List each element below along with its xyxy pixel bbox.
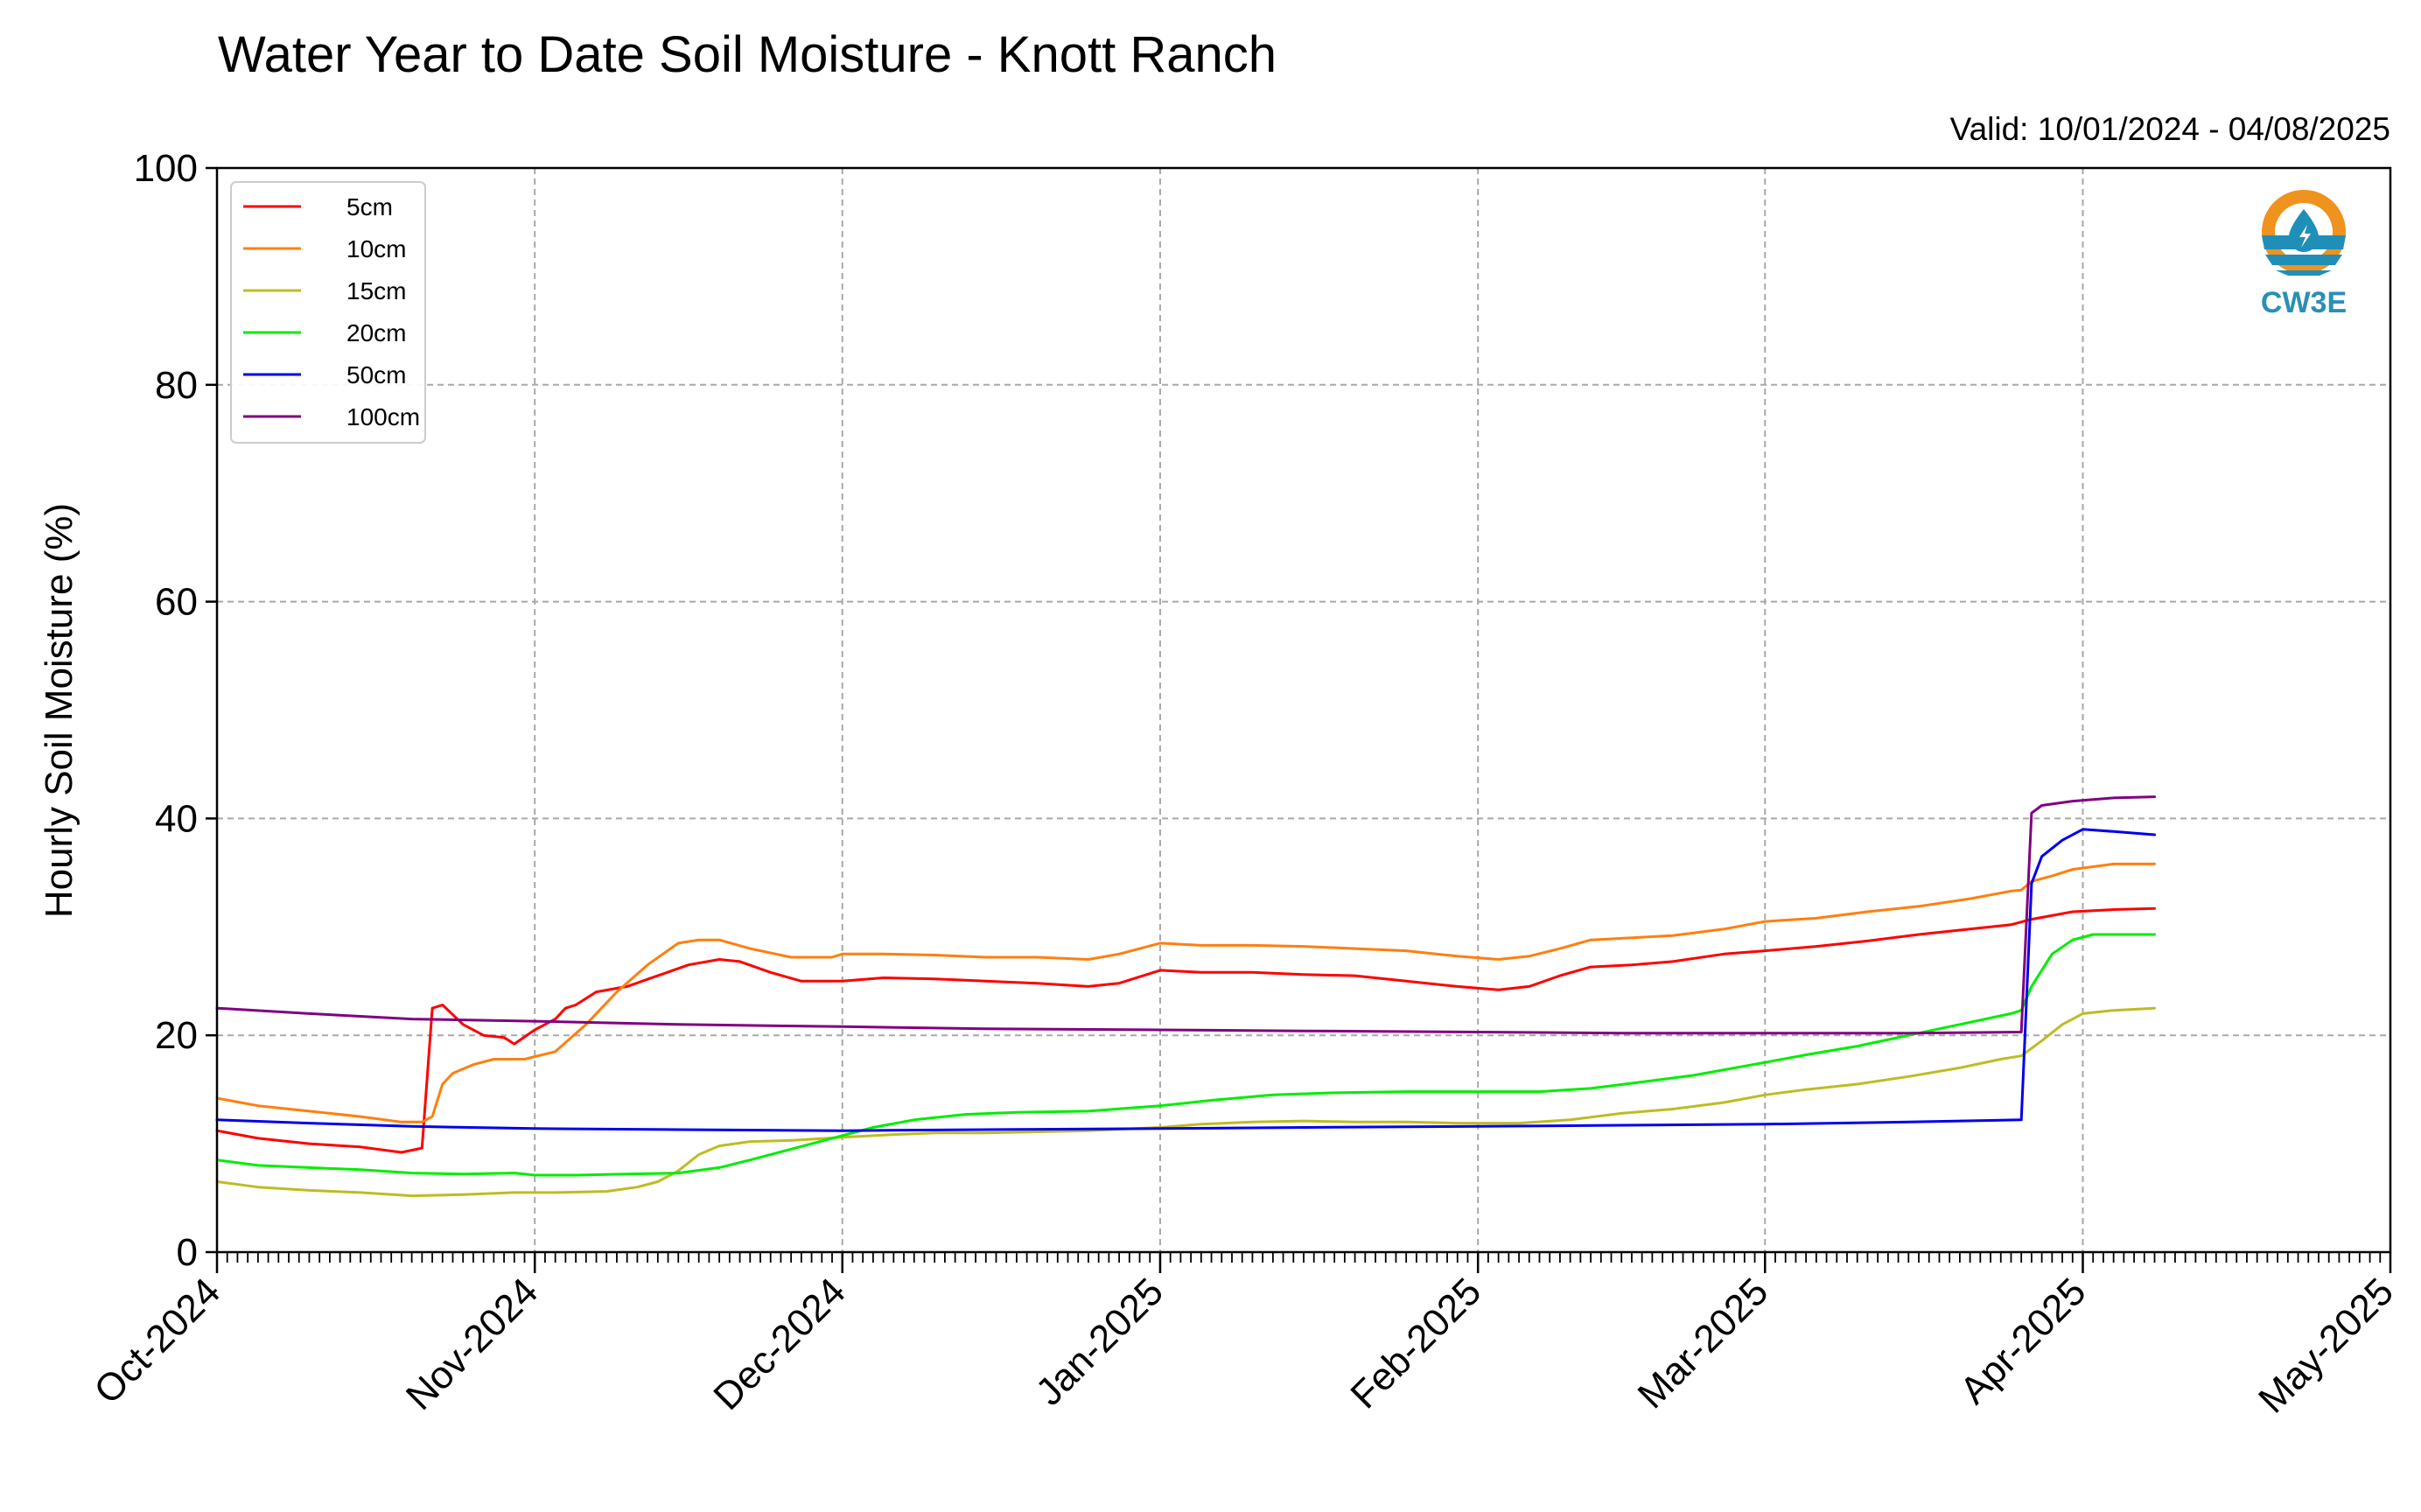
gridlines (217, 168, 2390, 1252)
y-tick-label: 80 (155, 364, 198, 407)
series-line-15cm (215, 1006, 2156, 1198)
legend-label-20cm: 20cm (346, 319, 406, 346)
series-line-50cm (215, 828, 2156, 1132)
x-axis-minor-ticks (216, 1252, 2391, 1263)
legend-label-100cm: 100cm (346, 403, 420, 430)
y-tick-label: 40 (155, 797, 198, 840)
plot-frame (215, 166, 2392, 1254)
series-line-10cm (215, 862, 2156, 1124)
legend-label-15cm: 15cm (346, 277, 406, 304)
y-tick-label: 100 (134, 147, 198, 190)
y-tick-label: 60 (155, 581, 198, 624)
chart-title: Water Year to Date Soil Moisture - Knott… (218, 26, 1277, 83)
y-axis-label: Hourly Soil Moisture (%) (38, 503, 80, 918)
cw3e-logo: CW3E (2261, 190, 2347, 319)
chart-subtitle: Valid: 10/01/2024 - 04/08/2025 (1950, 111, 2390, 147)
y-tick-label: 0 (177, 1231, 198, 1274)
series-lines (215, 795, 2156, 1198)
logo-text: CW3E (2261, 286, 2347, 319)
legend-label-5cm: 5cm (346, 193, 393, 220)
legend-label-10cm: 10cm (346, 235, 406, 262)
legend-label-50cm: 50cm (346, 361, 406, 388)
series-line-5cm (215, 906, 2156, 1154)
legend: 5cm 10cm 15cm 20cm 50cm 100cm (230, 181, 426, 444)
series-line-100cm (215, 795, 2156, 1035)
series-line-20cm (215, 933, 2156, 1177)
y-tick-label: 20 (155, 1014, 198, 1057)
logo-emblem (2262, 190, 2346, 276)
